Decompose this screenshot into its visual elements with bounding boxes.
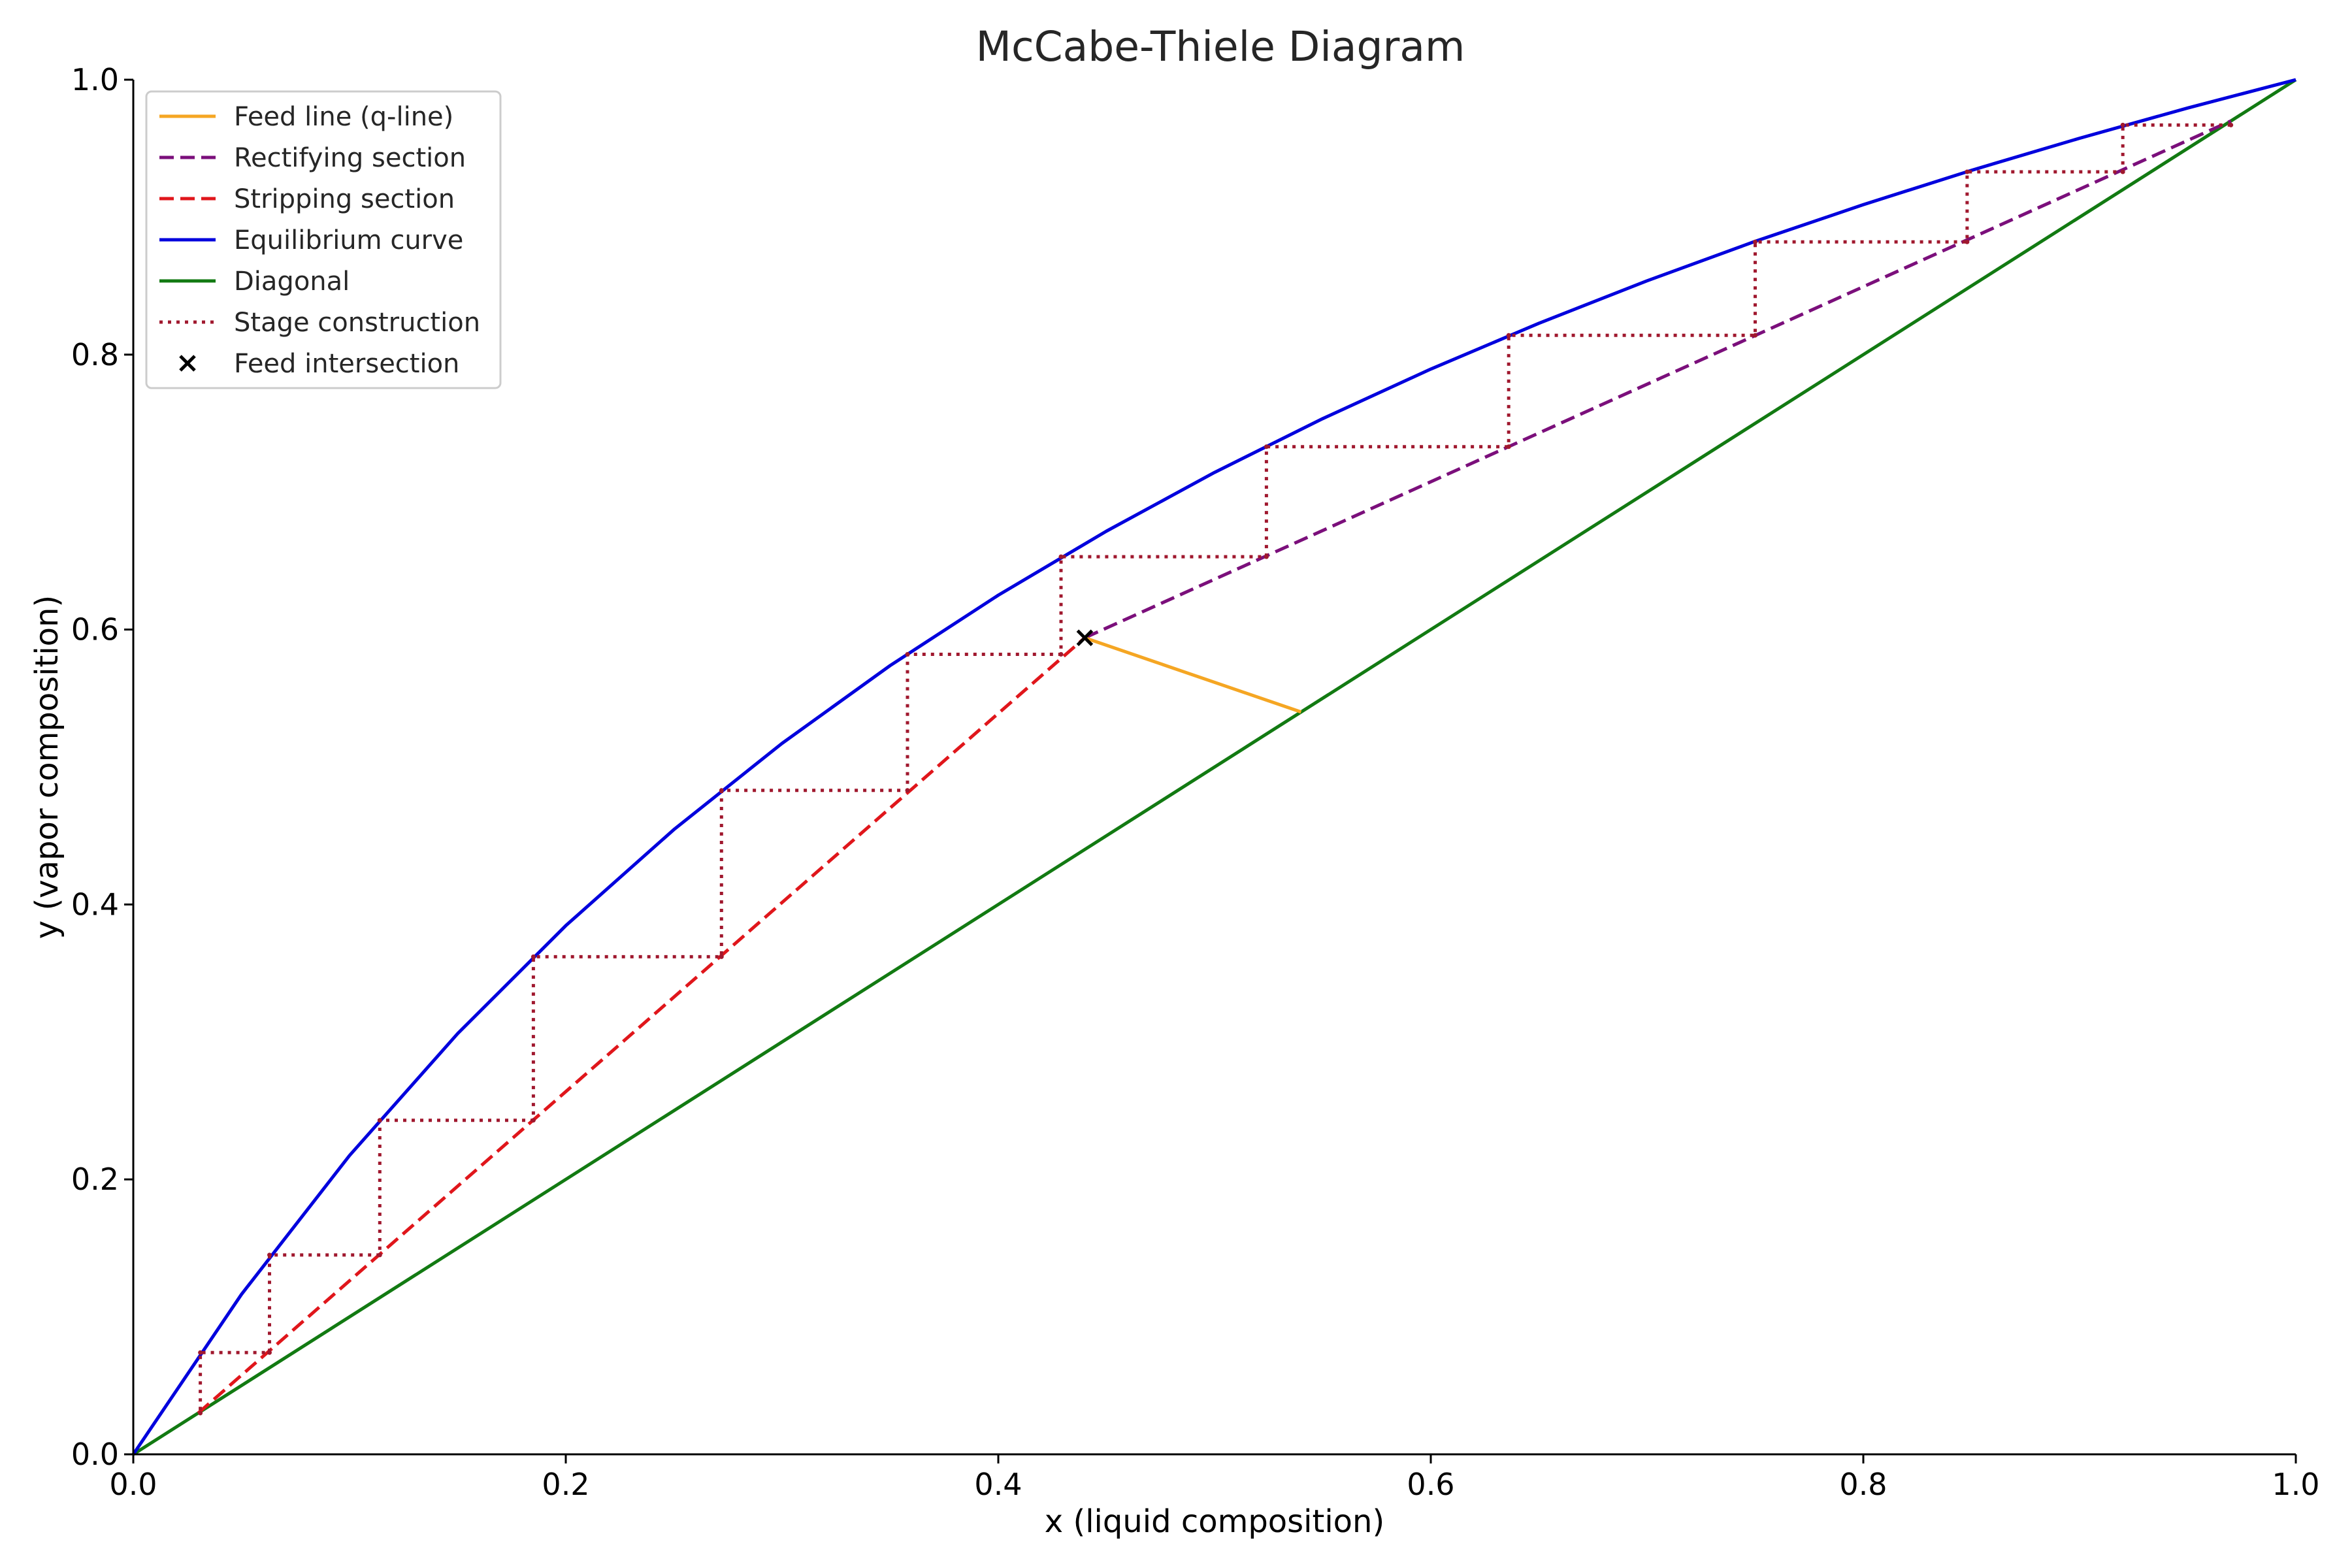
y-tick-label: 0.0 [71, 1437, 119, 1472]
series-feed-line-q-line: Feed line (q-line) [1084, 636, 1302, 714]
legend-item-stage-construction: Stage construction [159, 308, 480, 338]
stage-point-16 [719, 954, 724, 959]
stage-point-13 [905, 652, 910, 657]
stage-point-23 [198, 1350, 203, 1355]
stage-point-7 [1506, 333, 1511, 338]
x-axis-label: x (liquid composition) [1045, 1503, 1384, 1540]
x-tick-label: 1.0 [2272, 1467, 2319, 1502]
y-tick-label: 0.4 [71, 887, 119, 922]
x-marker-icon [179, 355, 196, 372]
stage-point-15 [719, 788, 724, 793]
legend-label: Feed line (q-line) [234, 102, 453, 132]
x-tick-label: 0.2 [542, 1467, 589, 1502]
stage-point-4 [1965, 239, 1970, 244]
legend-label: Equilibrium curve [234, 225, 463, 255]
y-tick-label: 0.2 [71, 1162, 119, 1197]
y-axis-label: y (vapor composition) [29, 595, 65, 939]
x-axis-ticks: 0.0 0.2 0.4 0.6 0.8 1.0 [109, 1454, 2320, 1502]
stage-point-12 [1058, 652, 1064, 657]
stage-point-10 [1264, 554, 1269, 559]
stage-point-6 [1753, 333, 1757, 338]
stage-point-9 [1264, 444, 1269, 449]
x-tick-label: 0.0 [109, 1467, 157, 1502]
legend-label: Feed intersection [234, 349, 459, 379]
stage-point-5 [1753, 239, 1757, 244]
legend-item-diagonal: Diagonal [159, 267, 350, 297]
stage-point-8 [1506, 444, 1511, 449]
stage-point-3 [1965, 169, 1970, 174]
stage-point-22 [267, 1350, 272, 1355]
legend-label: Diagonal [234, 267, 350, 297]
stage-point-17 [531, 954, 536, 959]
series-rectifying-section: Rectifying section [1084, 119, 2232, 640]
stage-point-2 [2120, 169, 2125, 174]
legend: Feed line (q-line) Rectifying section Stri… [145, 90, 502, 389]
x-tick-label: 0.8 [1839, 1467, 1887, 1502]
y-axis-ticks: 0.0 0.2 0.4 0.6 0.8 1.0 [71, 62, 133, 1472]
legend-box [145, 90, 502, 389]
stage-point-1 [2120, 122, 2125, 127]
stage-point-21 [267, 1252, 272, 1258]
legend-item-feed-intersection: Feed intersection [179, 349, 459, 379]
chart-title: McCabe-Thiele Diagram [976, 23, 1465, 71]
x-tick-label: 0.4 [974, 1467, 1022, 1502]
stage-point-24 [198, 1411, 203, 1416]
legend-label: Rectifying section [234, 143, 466, 173]
stage-point-11 [1058, 554, 1064, 559]
marker-feed-intersection [1076, 629, 1094, 646]
plot-area: Diagonal Equilibrium curve Stripping secti… [131, 78, 2297, 1456]
legend-item-equilibrium-curve: Equilibrium curve [159, 225, 463, 255]
stage-point-19 [377, 1118, 382, 1123]
y-tick-label: 0.8 [71, 337, 119, 372]
stage-point-18 [531, 1118, 536, 1123]
stage-point-20 [377, 1252, 382, 1258]
x-marker-icon [1076, 629, 1094, 646]
stage-point-0 [2229, 122, 2234, 127]
y-tick-label: 1.0 [71, 62, 119, 97]
legend-label: Stage construction [234, 308, 480, 338]
series-stripping-section: Stripping section [197, 636, 1086, 1414]
legend-item-feed-line-q-line: Feed line (q-line) [159, 102, 453, 132]
stage-point-14 [905, 788, 910, 793]
x-tick-label: 0.6 [1407, 1467, 1454, 1502]
series-diagonal: Diagonal [132, 78, 2297, 1456]
legend-item-rectifying-section: Rectifying section [159, 143, 466, 173]
series-equilibrium-curve: Equilibrium curve [131, 78, 2296, 1456]
legend-label: Stripping section [234, 184, 455, 214]
legend-item-stripping-section: Stripping section [159, 184, 455, 214]
y-tick-label: 0.6 [71, 612, 119, 647]
